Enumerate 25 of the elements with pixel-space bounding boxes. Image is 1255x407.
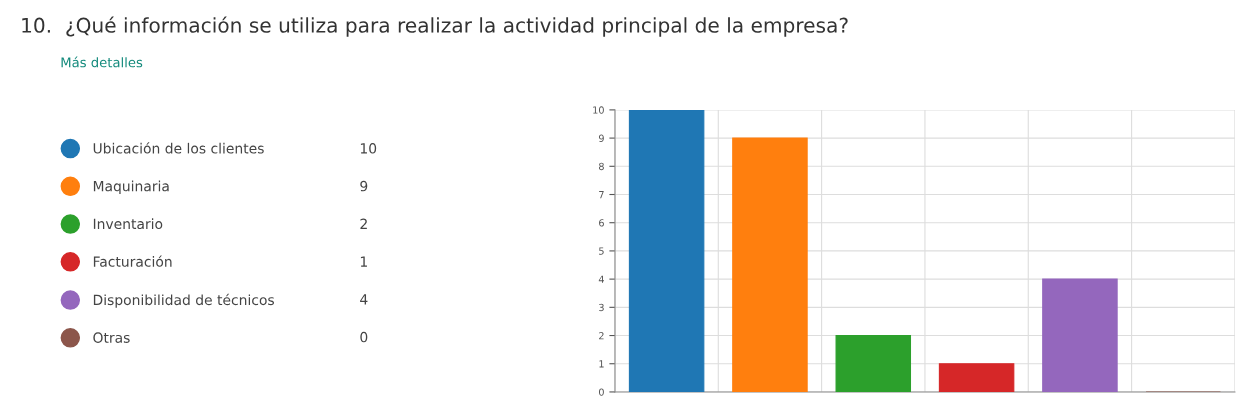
y-tick-label: 1: [599, 360, 604, 368]
y-tick-label: 3: [599, 303, 604, 312]
text: 0: [360, 331, 368, 343]
text: 4: [360, 294, 368, 305]
y-tick-label: 7: [599, 191, 604, 199]
y-tick-label: 9: [598, 134, 604, 142]
legend-label: Maquinaria: [93, 180, 169, 195]
y-tick-label: 6: [599, 219, 604, 227]
text: 2: [360, 218, 367, 229]
y-tick-label: 5: [599, 247, 604, 255]
legend-label: Ubicación de los clientes: [93, 142, 264, 154]
text: 1: [360, 256, 367, 267]
text: 10: [360, 143, 377, 154]
y-tick-label: 10: [593, 106, 604, 114]
text: 10. ¿Qué información se utiliza para realizar la actividad principal de la empresa?: [22, 16, 848, 37]
y-tick-label: 0: [598, 388, 604, 396]
legend-label: Facturación: [93, 255, 172, 267]
text: Más detalles: [61, 56, 143, 68]
y-tick-label: 2: [599, 332, 604, 340]
legend-label: Otras: [93, 332, 130, 343]
text: 9: [360, 180, 368, 192]
y-tick-label: 4: [598, 275, 604, 283]
legend-label: Disponibilidad de técnicos: [93, 293, 275, 308]
y-tick-label: 8: [599, 162, 604, 171]
legend-label: Inventario: [93, 218, 163, 230]
